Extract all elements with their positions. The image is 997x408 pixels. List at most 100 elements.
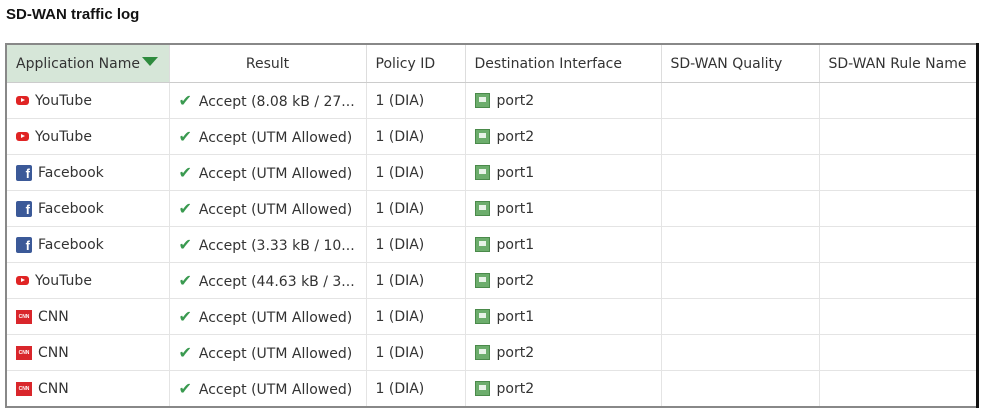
column-label: Application Name xyxy=(16,55,140,72)
cell-sd-wan-quality xyxy=(660,118,820,155)
cell-destination-interface: port2 xyxy=(464,82,662,119)
cell-destination-interface: port1 xyxy=(464,190,662,227)
cnn-icon: CNN xyxy=(16,345,32,360)
application-name: YouTube xyxy=(35,128,92,145)
cell-sd-wan-quality xyxy=(660,82,820,119)
table-row[interactable]: CNN CNN ✔ Accept (UTM Allowed) 1 (DIA) por… xyxy=(5,298,978,335)
facebook-icon: f xyxy=(16,164,32,181)
cell-policy-id: 1 (DIA) xyxy=(365,262,466,299)
network-port-icon xyxy=(474,381,490,396)
cell-application: f Facebook xyxy=(5,154,170,191)
cell-destination-interface: port2 xyxy=(464,118,662,155)
cell-application: CNN CNN xyxy=(5,298,170,335)
cell-application: CNN CNN xyxy=(5,334,170,371)
cell-sd-wan-rule-name xyxy=(818,82,978,119)
cell-result: ✔ Accept (3.33 kB / 10... xyxy=(168,226,367,263)
cell-sd-wan-quality xyxy=(660,154,820,191)
column-header-policy-id[interactable]: Policy ID xyxy=(365,43,466,83)
cell-result: ✔ Accept (8.08 kB / 27... xyxy=(168,82,367,119)
youtube-icon xyxy=(16,96,29,105)
cell-result: ✔ Accept (UTM Allowed) xyxy=(168,334,367,371)
result-text: Accept (UTM Allowed) xyxy=(198,346,353,362)
table-row[interactable]: f Facebook ✔ Accept (UTM Allowed) 1 (DIA) … xyxy=(5,154,978,191)
application-name: YouTube xyxy=(35,272,92,289)
table-row[interactable]: YouTube ✔ Accept (8.08 kB / 27... 1 (DIA)… xyxy=(5,82,978,119)
cell-sd-wan-quality xyxy=(660,190,820,227)
cell-application: YouTube xyxy=(5,262,170,299)
check-icon: ✔ xyxy=(178,91,192,110)
cell-sd-wan-rule-name xyxy=(818,370,978,408)
result-text: Accept (8.08 kB / 27... xyxy=(198,94,355,110)
cell-policy-id: 1 (DIA) xyxy=(365,370,466,408)
table-row[interactable]: YouTube ✔ Accept (UTM Allowed) 1 (DIA) po… xyxy=(5,118,978,155)
application-name: CNN xyxy=(38,308,69,325)
table-row[interactable]: CNN CNN ✔ Accept (UTM Allowed) 1 (DIA) por… xyxy=(5,334,978,371)
cell-destination-interface: port2 xyxy=(464,334,662,371)
column-header-result[interactable]: Result xyxy=(168,43,367,83)
table-row[interactable]: CNN CNN ✔ Accept (UTM Allowed) 1 (DIA) por… xyxy=(5,370,978,408)
check-icon: ✔ xyxy=(178,163,192,182)
column-header-destination-interface[interactable]: Destination Interface xyxy=(464,43,662,83)
interface-name: port1 xyxy=(496,200,535,217)
facebook-icon: f xyxy=(16,236,32,253)
filter-icon[interactable] xyxy=(141,57,158,66)
cell-destination-interface: port2 xyxy=(464,262,662,299)
cell-policy-id: 1 (DIA) xyxy=(365,298,466,335)
result-text: Accept (3.33 kB / 10... xyxy=(198,238,355,254)
cell-application: f Facebook xyxy=(5,190,170,227)
result-text: Accept (UTM Allowed) xyxy=(198,130,353,146)
cell-destination-interface: port1 xyxy=(464,298,662,335)
cnn-icon: CNN xyxy=(16,309,32,324)
cell-sd-wan-rule-name xyxy=(818,334,978,371)
network-port-icon xyxy=(474,309,490,324)
cell-sd-wan-rule-name xyxy=(818,262,978,299)
interface-name: port1 xyxy=(496,236,535,253)
cell-application: CNN CNN xyxy=(5,370,170,408)
table-row[interactable]: f Facebook ✔ Accept (3.33 kB / 10... 1 (DI… xyxy=(5,226,978,263)
network-port-icon xyxy=(474,345,490,360)
application-name: CNN xyxy=(38,344,69,361)
check-icon: ✔ xyxy=(178,379,192,398)
cell-sd-wan-quality xyxy=(660,226,820,263)
result-text: Accept (UTM Allowed) xyxy=(198,382,353,398)
cell-result: ✔ Accept (UTM Allowed) xyxy=(168,154,367,191)
check-icon: ✔ xyxy=(178,235,192,254)
cell-result: ✔ Accept (UTM Allowed) xyxy=(168,118,367,155)
cell-policy-id: 1 (DIA) xyxy=(365,154,466,191)
result-text: Accept (44.63 kB / 3... xyxy=(198,274,355,290)
check-icon: ✔ xyxy=(178,199,192,218)
interface-name: port2 xyxy=(496,92,535,109)
column-header-sd-wan-quality[interactable]: SD-WAN Quality xyxy=(660,43,820,83)
traffic-log-table: Application Name Result Policy ID Destin… xyxy=(5,43,979,408)
cell-sd-wan-rule-name xyxy=(818,226,978,263)
cell-sd-wan-rule-name xyxy=(818,298,978,335)
cell-destination-interface: port1 xyxy=(464,154,662,191)
cell-result: ✔ Accept (44.63 kB / 3... xyxy=(168,262,367,299)
network-port-icon xyxy=(474,273,490,288)
cell-sd-wan-quality xyxy=(660,370,820,408)
column-header-sd-wan-rule-name[interactable]: SD-WAN Rule Name xyxy=(818,43,978,83)
network-port-icon xyxy=(474,129,490,144)
interface-name: port2 xyxy=(496,128,535,145)
interface-name: port1 xyxy=(496,164,535,181)
youtube-icon xyxy=(16,276,29,285)
cell-destination-interface: port2 xyxy=(464,370,662,408)
cell-policy-id: 1 (DIA) xyxy=(365,334,466,371)
table-header-row: Application Name Result Policy ID Destin… xyxy=(5,43,978,83)
network-port-icon xyxy=(474,237,490,252)
application-name: YouTube xyxy=(35,92,92,109)
check-icon: ✔ xyxy=(178,307,192,326)
cell-application: f Facebook xyxy=(5,226,170,263)
cell-sd-wan-quality xyxy=(660,262,820,299)
interface-name: port1 xyxy=(496,308,535,325)
cell-sd-wan-rule-name xyxy=(818,154,978,191)
network-port-icon xyxy=(474,165,490,180)
table-row[interactable]: YouTube ✔ Accept (44.63 kB / 3... 1 (DIA)… xyxy=(5,262,978,299)
cell-result: ✔ Accept (UTM Allowed) xyxy=(168,370,367,408)
cell-destination-interface: port1 xyxy=(464,226,662,263)
cell-policy-id: 1 (DIA) xyxy=(365,118,466,155)
cell-policy-id: 1 (DIA) xyxy=(365,190,466,227)
result-text: Accept (UTM Allowed) xyxy=(198,166,353,182)
table-row[interactable]: f Facebook ✔ Accept (UTM Allowed) 1 (DIA) … xyxy=(5,190,978,227)
column-header-application-name[interactable]: Application Name xyxy=(5,43,170,83)
